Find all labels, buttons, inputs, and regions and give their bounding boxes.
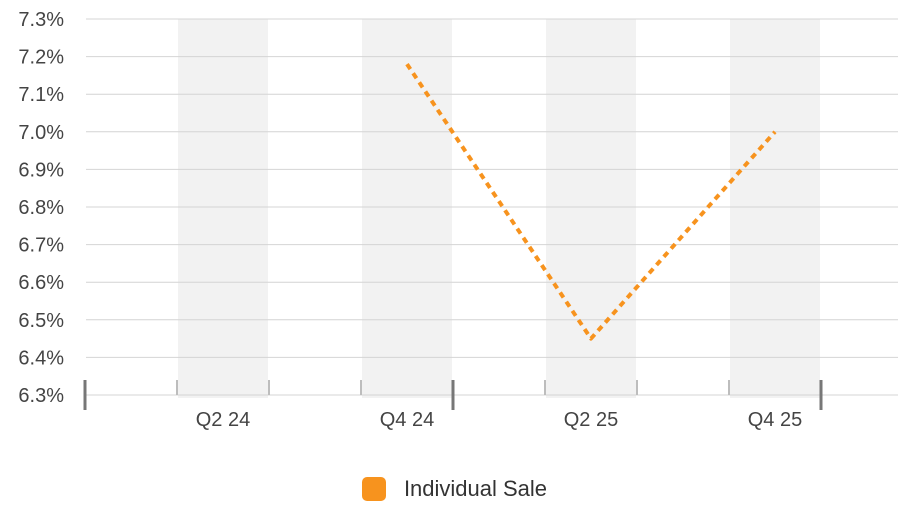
y-tick-label: 7.2% [18, 47, 64, 69]
y-tick-label: 7.1% [18, 84, 64, 106]
x-tick-label: Q4 25 [748, 409, 802, 431]
shaded-band [730, 19, 820, 398]
x-tick-label: Q4 24 [380, 409, 434, 431]
y-tick-label: 6.4% [18, 347, 64, 369]
x-axis [83, 380, 823, 410]
series-line [405, 63, 777, 341]
y-tick-label: 7.3% [18, 9, 64, 31]
x-tick-label: Q2 24 [196, 409, 250, 431]
legend-label: Individual Sale [403, 476, 548, 501]
series-lines [405, 63, 777, 341]
line-chart: 6.3% 6.4% 6.5% 6.6% 6.7% 6.8% 6.9% 7.0% 7.1% 7.2%… [18, 9, 898, 431]
gridlines [86, 18, 898, 396]
shaded-bands [178, 19, 820, 398]
legend-swatch [361, 477, 386, 501]
x-tick-label: Q2 25 [564, 409, 618, 431]
shaded-band [178, 19, 268, 398]
y-tick-label: 6.9% [18, 159, 64, 181]
y-tick-label: 6.7% [18, 235, 64, 257]
x-tick-labels: Q2 24 Q4 24 Q2 25 Q4 25 [196, 409, 802, 431]
y-tick-labels: 6.3% 6.4% 6.5% 6.6% 6.7% 6.8% 6.9% 7.0% 7.1% 7.2%… [18, 9, 64, 407]
shaded-band [362, 19, 452, 398]
y-tick-label: 6.3% [18, 385, 64, 407]
shaded-band [546, 19, 636, 398]
y-tick-label: 6.5% [18, 310, 64, 332]
y-tick-label: 6.6% [18, 272, 64, 294]
y-tick-label: 7.0% [18, 122, 64, 144]
y-tick-label: 6.8% [18, 197, 64, 219]
legend: Individual Sale [0, 472, 909, 506]
